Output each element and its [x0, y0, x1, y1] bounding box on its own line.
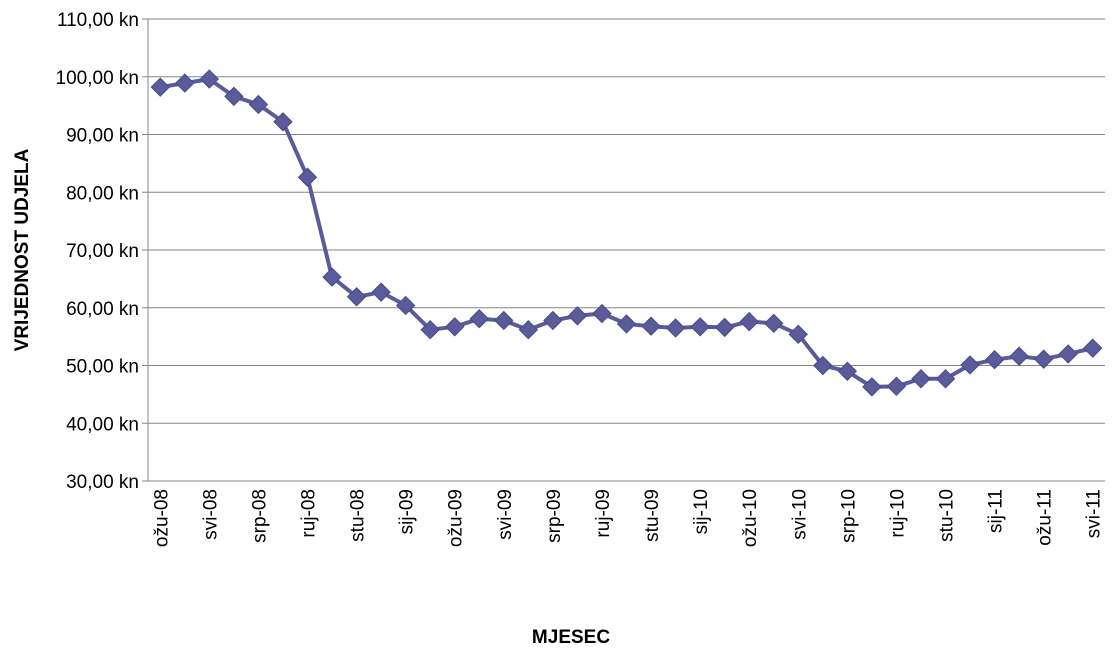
data-point-marker	[788, 324, 808, 345]
x-axis-tick-labels: ožu-08 svi-08 srp-08 ruj-08 stu-08 sij-09 ožu-…	[151, 489, 1104, 547]
data-point-marker	[420, 319, 440, 340]
x-tick-label: sij-09	[397, 489, 418, 534]
data-point-marker	[395, 295, 416, 316]
data-point-marker	[886, 376, 907, 396]
data-point-marker	[862, 377, 882, 397]
y-tick-label: 70,00 kn	[66, 241, 139, 262]
data-point-marker	[518, 319, 539, 340]
x-tick-label: ožu-10	[740, 489, 761, 547]
data-point-marker	[1033, 349, 1054, 369]
data-point-marker	[1083, 338, 1103, 358]
data-point-marker	[248, 94, 269, 115]
y-axis-tick-labels: 30,00 kn 40,00 kn 50,00 kn 60,00 kn 70,00 kn…	[56, 10, 139, 493]
y-tick-label: 110,00 kn	[57, 10, 139, 31]
data-point-marker	[960, 355, 980, 375]
y-tick-label: 80,00 kn	[66, 183, 139, 204]
data-point-marker	[224, 86, 244, 107]
data-point-marker	[813, 355, 833, 376]
x-tick-label: svi-10	[789, 489, 810, 540]
data-point-marker	[616, 314, 637, 334]
data-point-marker	[469, 309, 489, 329]
x-tick-label: ožu-08	[151, 489, 172, 547]
series-line	[159, 77, 1094, 389]
x-tick-label: sij-11	[986, 489, 1007, 533]
data-point-marker	[273, 112, 293, 132]
data-point-marker	[1009, 346, 1029, 366]
x-tick-label: svi-11	[1084, 489, 1105, 538]
axes	[147, 19, 1105, 482]
data-point-marker	[346, 287, 367, 307]
data-point-marker	[592, 303, 612, 324]
x-tick-label: srp-09	[544, 489, 565, 543]
data-point-marker	[175, 73, 195, 93]
data-point-marker	[150, 77, 170, 97]
data-point-marker	[543, 310, 563, 331]
data-point-marker	[297, 167, 318, 187]
data-point-marker	[322, 267, 342, 287]
x-tick-label: svi-09	[495, 489, 516, 540]
y-tick-label: 30,00 kn	[66, 472, 139, 493]
data-point-marker	[199, 69, 220, 89]
x-tick-label: srp-08	[249, 489, 270, 543]
data-point-marker	[690, 317, 710, 337]
x-tick-label: ožu-11	[1035, 489, 1056, 546]
x-tick-label: stu-10	[937, 489, 958, 542]
x-tick-label: stu-08	[348, 489, 369, 542]
data-point-marker	[494, 310, 514, 331]
data-point-marker	[1058, 344, 1078, 364]
data-point-marker	[837, 361, 858, 381]
x-tick-label: ruj-09	[593, 489, 614, 538]
y-tick-label: 40,00 kn	[66, 414, 139, 435]
x-tick-label: ožu-09	[446, 489, 467, 547]
data-point-marker	[371, 282, 391, 302]
data-point-marker	[984, 350, 1005, 370]
y-axis-title: VRIJEDNOST UDJELA	[12, 148, 33, 351]
data-point-marker	[739, 311, 759, 332]
data-point-marker	[714, 317, 735, 338]
data-point-marker	[665, 318, 686, 338]
x-axis-title: MJESEC	[532, 627, 610, 648]
data-point-marker	[641, 316, 661, 336]
x-tick-label: srp-10	[838, 489, 859, 543]
y-tick-label: 100,00 kn	[56, 68, 139, 89]
y-tick-label: 90,00 kn	[66, 126, 139, 147]
x-tick-label: svi-08	[200, 489, 221, 540]
data-point-marker	[935, 369, 956, 389]
data-point-marker	[567, 306, 588, 326]
data-point-marker	[911, 369, 931, 389]
y-tick-label: 60,00 kn	[66, 299, 139, 320]
y-tick-label: 50,00 kn	[66, 357, 139, 378]
x-tick-label: stu-09	[642, 489, 663, 542]
x-tick-label: ruj-10	[887, 489, 908, 538]
gridlines	[142, 18, 1105, 482]
data-point-marker	[445, 317, 465, 337]
series-group	[150, 69, 1103, 397]
x-tick-label: sij-10	[691, 489, 712, 534]
x-tick-label: ruj-08	[299, 489, 320, 538]
data-point-marker	[764, 313, 784, 334]
